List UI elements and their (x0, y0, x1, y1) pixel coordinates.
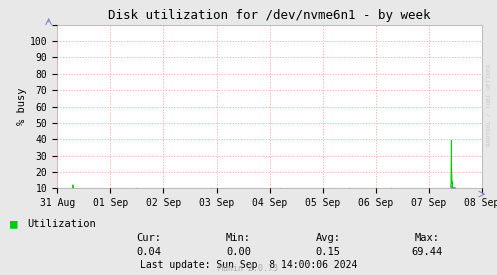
Text: Last update: Sun Sep  8 14:00:06 2024: Last update: Sun Sep 8 14:00:06 2024 (140, 260, 357, 270)
Text: Utilization: Utilization (27, 219, 96, 229)
Text: Cur:: Cur: (137, 233, 162, 243)
Text: RRDTOOL / TOBI OETIKER: RRDTOOL / TOBI OETIKER (486, 63, 491, 146)
Text: 0.04: 0.04 (137, 247, 162, 257)
Text: Munin 2.0.73: Munin 2.0.73 (219, 264, 278, 273)
Text: ■: ■ (10, 218, 17, 231)
Text: 0.00: 0.00 (226, 247, 251, 257)
Text: Max:: Max: (415, 233, 440, 243)
Y-axis label: % busy: % busy (17, 88, 27, 125)
Text: Min:: Min: (226, 233, 251, 243)
Text: 0.15: 0.15 (316, 247, 340, 257)
Title: Disk utilization for /dev/nvme6n1 - by week: Disk utilization for /dev/nvme6n1 - by w… (108, 9, 431, 22)
Text: 69.44: 69.44 (412, 247, 443, 257)
Text: Avg:: Avg: (316, 233, 340, 243)
